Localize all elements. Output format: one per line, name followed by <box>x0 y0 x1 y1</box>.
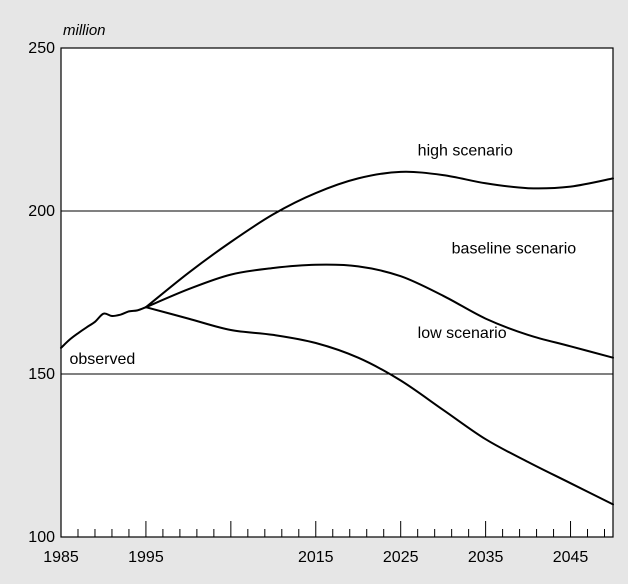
series-label-baseline-scenario: baseline scenario <box>452 240 577 257</box>
y-tick-label: 100 <box>28 529 55 546</box>
series-label-observed: observed <box>69 351 135 368</box>
series-annotations: high scenario baseline scenario low scenar… <box>69 143 576 369</box>
x-tick-label: 2045 <box>553 549 589 566</box>
x-tick-label: 2015 <box>298 549 334 566</box>
series-line-baseline-scenario <box>144 263 614 359</box>
plot-area <box>60 47 614 538</box>
series-line-low-scenario <box>144 306 614 506</box>
x-tick-label: 1985 <box>43 549 79 566</box>
x-tick-label: 2035 <box>468 549 504 566</box>
x-axis-tick-labels: 1985 1995 2015 2025 2035 2045 <box>43 549 588 566</box>
series-lines <box>60 170 614 506</box>
y-axis-tick-labels: 100 150 200 250 <box>28 40 55 546</box>
y-tick-label: 200 <box>28 203 55 220</box>
series-label-high-scenario: high scenario <box>418 143 513 160</box>
unit-label: million <box>63 22 106 39</box>
grid-lines <box>61 210 613 375</box>
x-tick-label: 2025 <box>383 549 419 566</box>
y-tick-label: 150 <box>28 366 55 383</box>
x-axis-ticks <box>60 521 606 537</box>
series-label-low-scenario: low scenario <box>418 325 507 342</box>
y-tick-label: 250 <box>28 40 55 57</box>
x-tick-label: 1995 <box>128 549 164 566</box>
series-line-high-scenario <box>144 170 614 309</box>
series-line-observed <box>60 306 147 349</box>
